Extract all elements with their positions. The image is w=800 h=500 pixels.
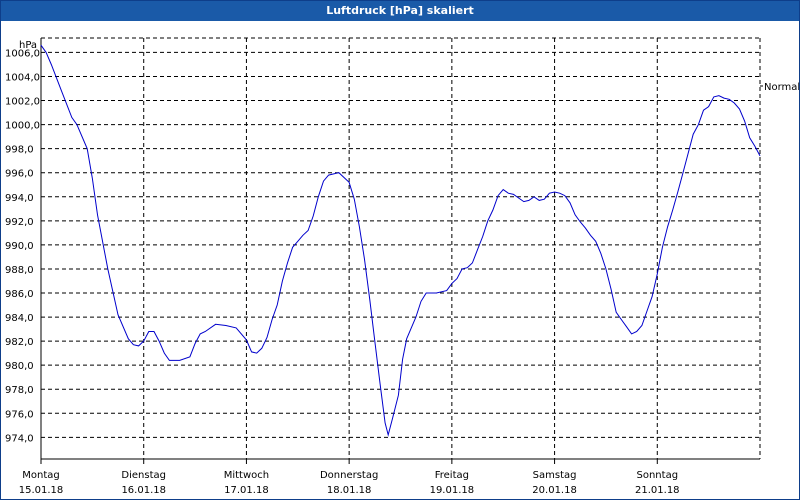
y-tick-label: 996,0 xyxy=(5,169,34,180)
y-tick-label: 974,0 xyxy=(5,433,34,444)
y-tick-label: 990,0 xyxy=(5,241,34,252)
y-tick-label: 986,0 xyxy=(5,289,34,300)
y-tick-labels: 1006,0 1004,0 1002,0 1000,0 998,0 996,0 994,0 9… xyxy=(5,48,40,444)
normal-label: Normal xyxy=(764,82,799,93)
y-tick-label: 988,0 xyxy=(5,265,34,276)
y-tick-label: 976,0 xyxy=(5,409,34,420)
y-tick-label: 1002,0 xyxy=(5,97,40,108)
y-tick-label: 1004,0 xyxy=(5,72,40,83)
x-tick-date: 19.01.18 xyxy=(430,485,475,496)
x-tick-day: Sonntag xyxy=(637,470,679,481)
chart-title: Luftdruck [hPa] skaliert xyxy=(1,1,799,21)
y-tick-label: 1000,0 xyxy=(5,121,40,132)
x-tick-date: 21.01.18 xyxy=(635,485,680,496)
y-tick-label: 980,0 xyxy=(5,361,34,372)
x-tick-day: Donnerstag xyxy=(320,470,378,481)
y-unit-label: hPa xyxy=(19,40,37,51)
x-tick-date: 17.01.18 xyxy=(224,485,269,496)
x-tick-date: 15.01.18 xyxy=(19,485,64,496)
x-tick-labels: Montag 15.01.18 Dienstag 16.01.18 Mittwoch 17… xyxy=(19,459,680,496)
x-tick-day: Dienstag xyxy=(121,470,166,481)
x-tick-day: Mittwoch xyxy=(224,470,269,481)
y-tick-label: 998,0 xyxy=(5,145,34,156)
x-tick-day: Samstag xyxy=(533,470,577,481)
y-tick-label: 992,0 xyxy=(5,217,34,228)
y-tick-label: 994,0 xyxy=(5,193,34,204)
x-tick-day: Montag xyxy=(22,470,59,481)
pressure-chart: 1006,0 1004,0 1002,0 1000,0 998,0 996,0 994,0 9… xyxy=(5,37,799,496)
x-tick-date: 16.01.18 xyxy=(121,485,166,496)
x-tick-day: Freitag xyxy=(435,470,469,481)
x-tick-date: 20.01.18 xyxy=(532,485,577,496)
pressure-series-line xyxy=(40,44,761,437)
y-tick-label: 1006,0 xyxy=(5,48,40,59)
y-tick-label: 978,0 xyxy=(5,385,34,396)
x-tick-date: 18.01.18 xyxy=(327,485,372,496)
grid-lines xyxy=(41,37,761,459)
y-tick-label: 984,0 xyxy=(5,313,34,324)
y-tick-label: 982,0 xyxy=(5,337,34,348)
